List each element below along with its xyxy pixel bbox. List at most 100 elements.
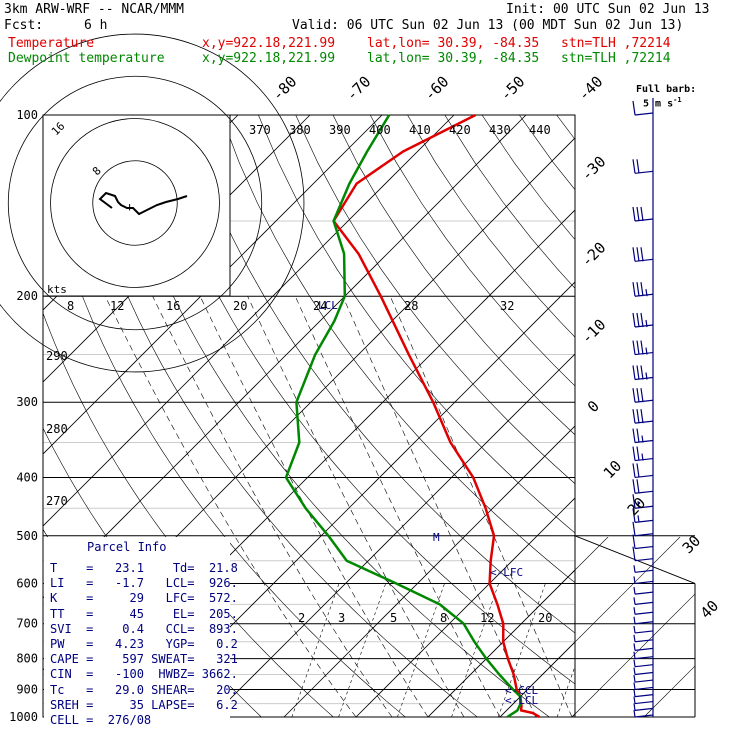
profile-dewpoint-temperature bbox=[284, 114, 522, 719]
barb-half bbox=[645, 347, 648, 355]
barb-shaft bbox=[634, 601, 654, 605]
barb-flag bbox=[636, 206, 640, 222]
moist-adiabat bbox=[294, 296, 501, 718]
parcel-info-row: LI = -1.7 LCL= 926. bbox=[50, 576, 238, 591]
latlon-temp: lat,lon= 30.39, -84.35 bbox=[367, 36, 540, 51]
barb-half bbox=[645, 289, 648, 297]
barb-half bbox=[633, 634, 636, 642]
barb-half bbox=[637, 515, 640, 523]
wind-barb bbox=[632, 365, 654, 381]
barb-flag bbox=[640, 340, 644, 355]
dry-adiabat bbox=[71, 115, 478, 718]
barb-shaft bbox=[634, 707, 654, 711]
barb-flag bbox=[636, 479, 640, 494]
barb-shaft bbox=[634, 545, 654, 550]
hodograph-ring bbox=[92, 160, 178, 246]
barb-shaft bbox=[634, 457, 654, 462]
barb-half bbox=[633, 696, 636, 704]
pressure-label-200: 200 bbox=[16, 289, 38, 303]
barb-flag bbox=[632, 247, 636, 262]
pressure-label-1000: 1000 bbox=[9, 710, 38, 724]
barb-half bbox=[633, 709, 636, 718]
barb-flag bbox=[632, 521, 636, 536]
dry-adiabat bbox=[183, 115, 575, 634]
fcst-label: Fcst: bbox=[4, 18, 44, 33]
wind-barb bbox=[632, 340, 654, 356]
theta-label: 370 bbox=[249, 123, 271, 137]
wind-barb bbox=[633, 703, 654, 711]
theta-label: 400 bbox=[369, 123, 391, 137]
theta-left-label: 280 bbox=[46, 422, 68, 436]
wind-barb bbox=[632, 247, 654, 262]
barb-legend-title: Full barb: bbox=[636, 84, 697, 95]
mixing-ratio-label: 8 bbox=[67, 299, 74, 313]
barb-flag bbox=[640, 206, 644, 222]
isotherm bbox=[644, 115, 740, 717]
mixing-ratio-label-lower: 3 bbox=[338, 611, 345, 625]
isotherm-ext bbox=[716, 536, 740, 717]
station-temp: stn=TLH ,72214 bbox=[561, 36, 671, 51]
barb-shaft bbox=[634, 218, 654, 222]
barb-flag bbox=[632, 282, 636, 297]
dry-adiabat bbox=[407, 115, 575, 338]
isotherm bbox=[499, 641, 575, 718]
barb-half bbox=[633, 682, 636, 690]
dry-adiabat bbox=[519, 115, 575, 191]
barb-shaft bbox=[634, 533, 654, 537]
dry-adiabat bbox=[43, 160, 406, 718]
theta-label: 440 bbox=[529, 123, 551, 137]
wind-barb bbox=[633, 576, 654, 585]
barb-flag bbox=[632, 428, 636, 443]
dry-adiabat bbox=[631, 115, 740, 717]
barb-half bbox=[633, 616, 636, 624]
barb-shaft bbox=[634, 324, 654, 328]
barb-flag bbox=[632, 159, 636, 174]
profiles: LCL M <-LFC <-CCL<-LCL bbox=[284, 113, 541, 719]
mixing-ratio-label-lower: 5 bbox=[390, 611, 397, 625]
parcel-info-row: CAPE = 597 SWEAT= 321 bbox=[50, 652, 238, 667]
barb-legend-units: 5 m s-1 bbox=[643, 96, 682, 110]
barb-shaft bbox=[634, 569, 654, 573]
wind-barb bbox=[632, 521, 654, 537]
wind-barb bbox=[633, 565, 654, 573]
parcel-info-row: TT = 45 EL= 205. bbox=[50, 606, 238, 621]
mixing-ratio-label: 32 bbox=[500, 299, 514, 313]
barb-half bbox=[641, 453, 644, 461]
barb-flag bbox=[632, 206, 636, 222]
wind-barb bbox=[633, 651, 654, 660]
moist-adiabat bbox=[199, 296, 429, 718]
barb-flag bbox=[636, 388, 640, 403]
moist-adiabat bbox=[342, 296, 537, 718]
barb-shaft bbox=[634, 258, 654, 262]
barb-shaft bbox=[634, 611, 654, 615]
wind-barb bbox=[633, 625, 654, 634]
xy-coord-temp: x,y=922.18,221.99 bbox=[202, 36, 336, 51]
barb-flag bbox=[636, 446, 640, 461]
barb-shaft bbox=[634, 679, 654, 683]
barb-flag bbox=[640, 409, 644, 424]
barb-flag bbox=[636, 282, 640, 297]
isotherm bbox=[355, 497, 575, 718]
wind-barb bbox=[632, 508, 654, 523]
barb-shaft bbox=[634, 694, 654, 698]
pressure-label-400: 400 bbox=[16, 470, 38, 484]
wind-barb bbox=[632, 388, 654, 403]
barb-flag bbox=[640, 388, 644, 403]
mixing-ratio-line bbox=[451, 583, 499, 718]
xy-coord-dew: x,y=922.18,221.99 bbox=[202, 51, 336, 66]
wind-barb bbox=[633, 634, 654, 643]
barb-shaft bbox=[634, 630, 654, 634]
barb-shaft bbox=[634, 664, 654, 668]
barb-shaft bbox=[634, 580, 654, 585]
hodograph-ring bbox=[0, 33, 305, 373]
dry-adiabat bbox=[258, 115, 575, 534]
hodograph-ring bbox=[50, 118, 220, 288]
barb-half bbox=[633, 576, 636, 584]
theta-label: 410 bbox=[409, 123, 431, 137]
barb-half bbox=[633, 597, 636, 605]
parcel-info-title: Parcel Info bbox=[87, 540, 167, 554]
barb-shaft bbox=[634, 170, 654, 174]
barb-flag bbox=[632, 546, 636, 561]
barb-shaft bbox=[634, 439, 654, 444]
barb-flag bbox=[640, 282, 644, 297]
